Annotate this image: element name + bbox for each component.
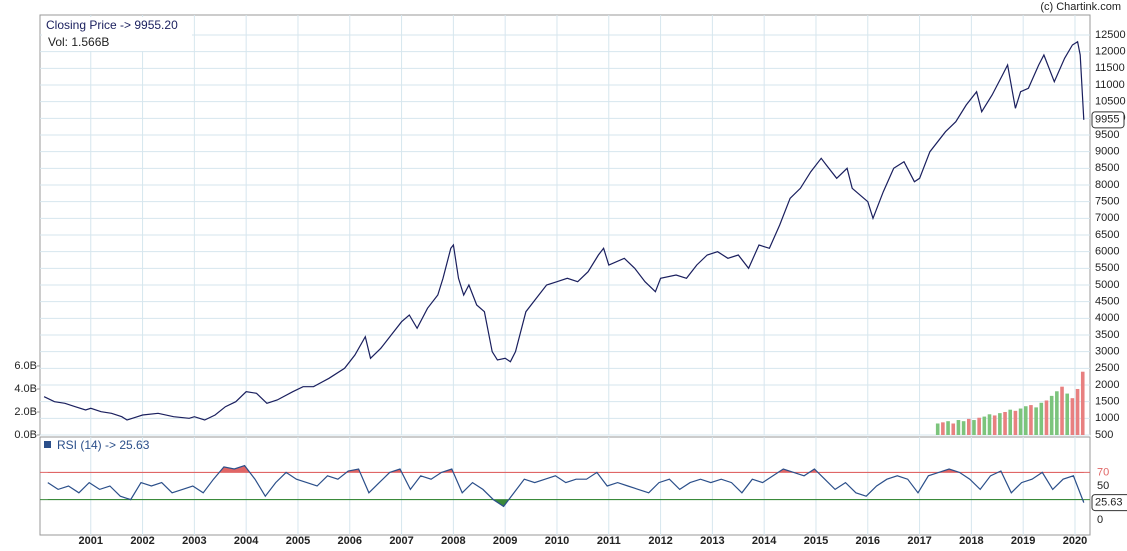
x-tick-label: 2014 [752, 535, 777, 547]
y-tick-label: 7500 [1095, 196, 1119, 208]
last-value-label: 25.63 [1095, 496, 1123, 508]
y-tick-label: 12000 [1095, 46, 1126, 58]
y-tick-label: 11500 [1095, 62, 1125, 74]
grid [40, 15, 1090, 535]
x-tick-label: 2011 [597, 535, 621, 547]
y-tick-label: 0 [1097, 514, 1103, 526]
x-tick-label: 2002 [130, 535, 154, 547]
y-tick-label: 1000 [1095, 412, 1119, 424]
y-tick-label: 6000 [1095, 246, 1119, 258]
volume-bar [956, 420, 961, 435]
y-tick-label: 9500 [1095, 129, 1119, 141]
y-tick-label: 9000 [1095, 146, 1119, 158]
x-tick-label: 2013 [700, 535, 724, 547]
volume-bar [1039, 402, 1044, 435]
volume-bar [982, 416, 987, 435]
volume-bar [941, 422, 945, 435]
volume-bar [1060, 386, 1064, 435]
x-tick-label: 2012 [648, 535, 672, 547]
x-tick-label: 2010 [545, 535, 569, 547]
volume-bar [951, 423, 956, 435]
y-tick-label: 500 [1095, 429, 1113, 441]
x-tick-label: 2019 [1011, 535, 1035, 547]
x-tick-label: 2007 [389, 535, 413, 547]
y-tick-label: 2500 [1095, 362, 1119, 374]
volume-bar [1023, 406, 1028, 435]
y-tick-label: 2000 [1095, 379, 1119, 391]
marks [40, 40, 1090, 508]
rsi-legend-swatch [44, 441, 51, 448]
y-tick-label: 8000 [1095, 179, 1119, 191]
rsi-title: RSI (14) -> 25.63 [57, 438, 150, 452]
y-tick-label: 3000 [1095, 346, 1119, 358]
x-tick-label: 2008 [441, 535, 465, 547]
volume-bar [987, 414, 992, 435]
y-tick-label: 11000 [1095, 79, 1125, 91]
x-tick-label: 2017 [907, 535, 931, 547]
volume-bar [961, 421, 966, 435]
volume-bar [1008, 409, 1013, 435]
x-tick-label: 2005 [286, 535, 310, 547]
volume-bar [1075, 388, 1080, 435]
volume-bar [1044, 400, 1049, 435]
x-tick-label: 2016 [856, 535, 880, 547]
x-tick-label: 2004 [234, 535, 259, 547]
y-tick-label: 5000 [1095, 279, 1119, 291]
x-tick-label: 2020 [1063, 535, 1087, 547]
y-tick-label: 8500 [1095, 162, 1119, 174]
last-value-label: 9955 [1095, 114, 1119, 126]
volume-bar [1013, 410, 1018, 435]
y-tick-label: 3500 [1095, 329, 1119, 341]
volume-bar [1049, 395, 1054, 435]
x-tick-label: 2001 [79, 535, 103, 547]
volume-bar [1070, 398, 1075, 435]
x-tick-label: 2015 [804, 535, 828, 547]
y-tick-label: 5500 [1095, 262, 1119, 274]
y-tick-label: 50 [1097, 480, 1109, 492]
volume-bar [992, 415, 997, 435]
y-tick-label: 4.0B [14, 383, 37, 395]
volume-bar [1065, 393, 1070, 435]
volume-bar [1034, 407, 1038, 435]
chart-title: Closing Price -> 9955.20 [46, 18, 178, 32]
y-tick-label: 7000 [1095, 212, 1119, 224]
data-line [43, 40, 1085, 421]
y-tick-label: 4500 [1095, 296, 1119, 308]
x-tick-label: 2003 [182, 535, 206, 547]
x-tick-label: 2018 [959, 535, 983, 547]
data-line [47, 464, 1085, 508]
y-tick-label: 6500 [1095, 229, 1119, 241]
volume-bar [1080, 371, 1085, 435]
volume-bar [1029, 405, 1033, 435]
source: (c) Chartink.com [1040, 1, 1121, 13]
volume-bar [1018, 408, 1023, 435]
volume-bar [1055, 391, 1059, 435]
volume-bar [977, 417, 981, 435]
x-tick-label: 2006 [338, 535, 362, 547]
volume-bar [972, 420, 976, 435]
price-panel [39, 14, 1091, 436]
y-tick-label: 70 [1097, 466, 1109, 478]
y-tick-label: 2.0B [14, 406, 37, 418]
volume-bar [966, 418, 971, 435]
y-tick-label: 6.0B [14, 360, 37, 372]
volume-bar [1003, 411, 1007, 435]
volume-bar [998, 413, 1002, 435]
subtitle: Vol: 1.566B [48, 35, 109, 49]
rsi-panel [39, 436, 1091, 536]
y-tick-label: 0.0B [14, 429, 37, 441]
volume-bar [935, 423, 940, 435]
last-value-box [1091, 494, 1127, 512]
y-tick-label: 12500 [1095, 29, 1126, 41]
volume-bar [946, 421, 950, 435]
x-tick-label: 2009 [493, 535, 517, 547]
y-tick-label: 4000 [1095, 312, 1119, 324]
legend-bg [42, 17, 192, 51]
y-tick-label: 1500 [1095, 396, 1119, 408]
last-value-box [1091, 111, 1125, 129]
y-tick-label: 10500 [1095, 96, 1126, 108]
